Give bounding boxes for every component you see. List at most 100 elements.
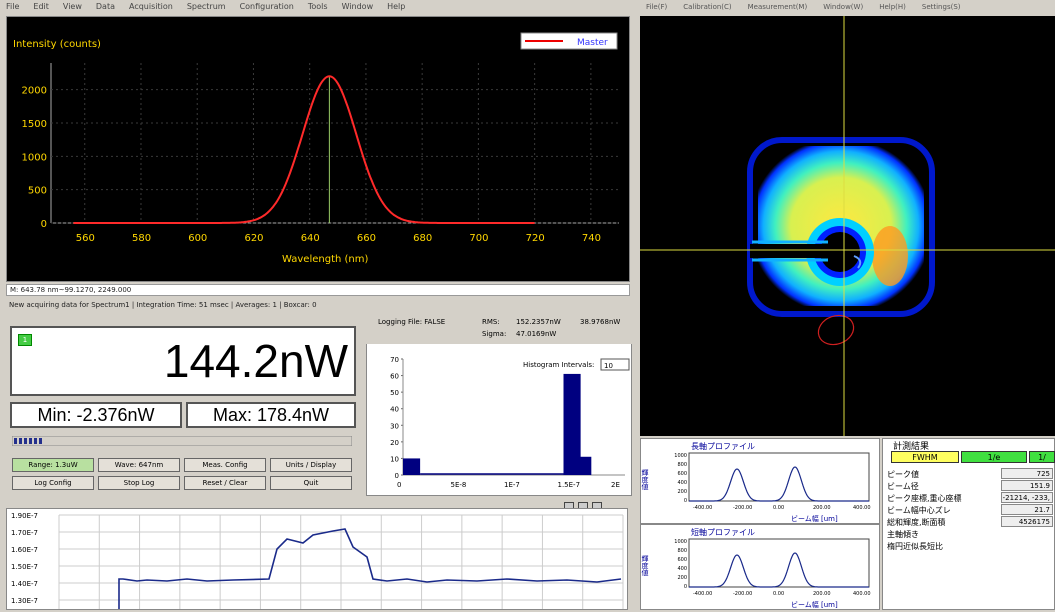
trend-ytick: 1.40E-7 [11, 580, 38, 588]
beam-menu-window[interactable]: Window(W) [823, 3, 864, 11]
histogram-ytick: 40 [390, 406, 399, 414]
power-display: 1 144.2nW [10, 326, 356, 396]
spectrum-graph[interactable]: Intensity (counts) Wavelength (nm) Maste… [6, 16, 630, 282]
rms-value-2: 38.9768nW [580, 318, 621, 326]
histogram-ytick: 70 [390, 356, 399, 364]
trend-ytick: 1.30E-7 [11, 597, 38, 605]
profile-ytick: 800 [677, 548, 687, 554]
menu-acquisition[interactable]: Acquisition [128, 2, 173, 11]
log-config-button[interactable]: Log Config [12, 476, 94, 490]
long-axis-curve [689, 466, 869, 502]
meas-config-button[interactable]: Meas. Config [184, 458, 266, 472]
units-display-button[interactable]: Units / Display [270, 458, 352, 472]
beam-menu-bar: File(F) Calibration(C) Measurement(M) Wi… [640, 0, 1055, 16]
beam-menu-settings[interactable]: Settings(S) [921, 3, 961, 11]
sigma-label: Sigma: [482, 330, 507, 338]
trend-ytick: 1.60E-7 [11, 546, 38, 554]
long-axis-title: 長軸プロファイル [691, 441, 755, 451]
stop-log-button[interactable]: Stop Log [98, 476, 180, 490]
menu-view[interactable]: View [62, 2, 82, 11]
channel-tag[interactable]: 1 [18, 334, 32, 346]
histogram-ytick: 60 [390, 373, 399, 381]
histogram-ytick: 50 [390, 389, 399, 397]
result-label-ellipse-ratio: 楕円近似長短比 [887, 542, 943, 551]
trend-ytick: 1.70E-7 [11, 529, 38, 537]
max-display: Max: 178.4nW [186, 402, 356, 428]
profile-xtick: 0.00 [773, 505, 784, 511]
result-value-coords: -21214, -233, [1001, 492, 1053, 503]
range-button[interactable]: Range: 1.3uW [12, 458, 94, 472]
rms-value: 152.2357nW [516, 318, 561, 326]
menu-data[interactable]: Data [95, 2, 115, 11]
beam-menu-help[interactable]: Help(H) [879, 3, 906, 11]
power-trend-graph[interactable]: 1.90E-7 1.70E-7 1.60E-7 1.50E-7 1.40E-7 1.30E… [6, 508, 628, 610]
trend-ytick: 1.90E-7 [11, 512, 38, 520]
profile-ytick: 1000 [674, 539, 687, 545]
histogram-stats: Logging File: FALSE RMS: 152.2357nW 38.9… [366, 314, 632, 344]
short-axis-xticks: -400.00 -200.00 0.00 200.00 400.00 [693, 591, 871, 597]
menu-help[interactable]: Help [387, 2, 406, 11]
profile-xtick: 200.00 [813, 505, 831, 511]
beam-menu-calibration[interactable]: Calibration(C) [683, 3, 732, 11]
spectrum-ytick: 1500 [22, 119, 47, 130]
spectrum-yticks: 0 500 1000 1500 2000 [22, 86, 47, 230]
acquisition-status: New acquiring data for Spectrum1 | Integ… [6, 298, 630, 316]
beam-menu-measurement[interactable]: Measurement(M) [747, 3, 808, 11]
histogram-bar [574, 456, 592, 475]
histogram-xtick: 0 [397, 481, 401, 489]
profile-xtick: -400.00 [693, 505, 712, 511]
max-label: Max: [212, 405, 252, 425]
menu-configuration[interactable]: Configuration [239, 2, 294, 11]
beam-fit-ellipse [817, 314, 855, 346]
profile-ytick: 600 [677, 471, 687, 477]
trend-grid [58, 514, 624, 609]
spectrum-xlabel: Wavelength (nm) [282, 254, 368, 265]
profile-ytick: 400 [677, 480, 687, 486]
trend-line [118, 528, 622, 609]
tab-1-over-e[interactable]: 1/e [961, 451, 1027, 463]
spectrum-xtick: 560 [76, 233, 95, 244]
histogram-intervals-label: Histogram Intervals: [523, 361, 594, 369]
spectrum-ytick: 0 [41, 219, 47, 230]
long-axis-xlabel: ビーム幅 [um] [791, 514, 838, 523]
spectrum-xtick: 600 [188, 233, 207, 244]
menu-edit[interactable]: Edit [33, 2, 49, 11]
wave-button[interactable]: Wave: 647nm [98, 458, 180, 472]
trend-yticks: 1.90E-7 1.70E-7 1.60E-7 1.50E-7 1.40E-7 1.30E… [11, 512, 38, 605]
spectrum-curve-master [73, 75, 535, 224]
result-label-center-offset: ビーム幅中心ズレ [887, 506, 951, 515]
short-axis-profile: 短軸プロファイル 輝度値 1000 800 600 400 200 0 -400.00 -2… [640, 524, 880, 610]
histogram-svg: 0 10 20 30 40 50 60 70 0 5E-8 1E-7 1.5E-7 2E Histog… [390, 356, 630, 489]
histogram-intervals-input[interactable] [600, 358, 630, 371]
profile-ytick: 1000 [674, 453, 687, 459]
beam-center-hole [820, 232, 860, 272]
histogram-intervals-value: 10 [604, 362, 613, 370]
reset-clear-button[interactable]: Reset / Clear [184, 476, 266, 490]
spectrum-ylabel: Intensity (counts) [13, 39, 101, 50]
spectrum-legend[interactable]: Master [520, 32, 618, 50]
histogram-xtick: 2E [611, 481, 620, 489]
short-axis-yticks: 1000 800 600 400 200 0 [674, 539, 687, 590]
long-axis-profile-svg: 長軸プロファイル 輝度値 1000 800 600 400 200 0 -400.00 -2… [641, 441, 871, 523]
profile-xtick: -200.00 [733, 505, 752, 511]
spectrum-xtick: 660 [357, 233, 376, 244]
histogram-ytick: 10 [390, 455, 399, 463]
beam-image-view[interactable] [640, 16, 1055, 436]
results-title: 計測結果 [893, 442, 930, 452]
long-axis-yticks: 1000 800 600 400 200 0 [674, 453, 687, 504]
profile-ytick: 200 [677, 489, 687, 495]
tab-fwhm[interactable]: FWHM [891, 451, 959, 463]
profile-xtick: 0.00 [773, 591, 784, 597]
menu-tools[interactable]: Tools [307, 2, 328, 11]
beam-slit-edge [752, 240, 828, 262]
result-label-total-area: 総和輝度,断面積 [887, 518, 946, 527]
histogram-xtick: 1E-7 [504, 481, 520, 489]
quit-button[interactable]: Quit [270, 476, 352, 490]
histogram-yticks: 0 10 20 30 40 50 60 70 [390, 356, 403, 480]
beam-menu-file[interactable]: File(F) [646, 3, 668, 11]
profile-xtick: -200.00 [733, 591, 752, 597]
menu-spectrum[interactable]: Spectrum [186, 2, 226, 11]
tab-1-over-e2[interactable]: 1/ [1029, 451, 1055, 463]
menu-file[interactable]: File [6, 2, 20, 11]
menu-window[interactable]: Window [341, 2, 374, 11]
